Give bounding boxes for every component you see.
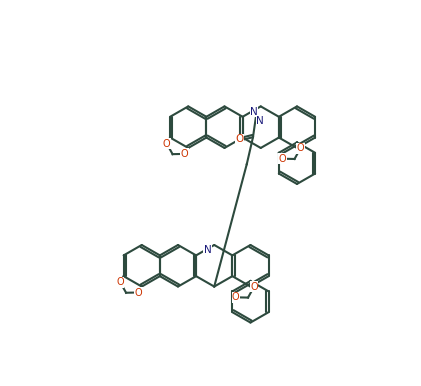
Text: N: N xyxy=(204,245,211,255)
Text: O: O xyxy=(116,277,124,287)
Text: O: O xyxy=(297,143,304,153)
Text: O: O xyxy=(232,292,240,302)
Text: N: N xyxy=(256,116,264,126)
Text: O: O xyxy=(279,154,286,164)
Text: O: O xyxy=(236,134,244,144)
Text: O: O xyxy=(250,282,258,292)
Text: N: N xyxy=(250,107,258,117)
Text: O: O xyxy=(134,288,142,298)
Text: O: O xyxy=(181,149,189,159)
Text: O: O xyxy=(163,139,171,149)
